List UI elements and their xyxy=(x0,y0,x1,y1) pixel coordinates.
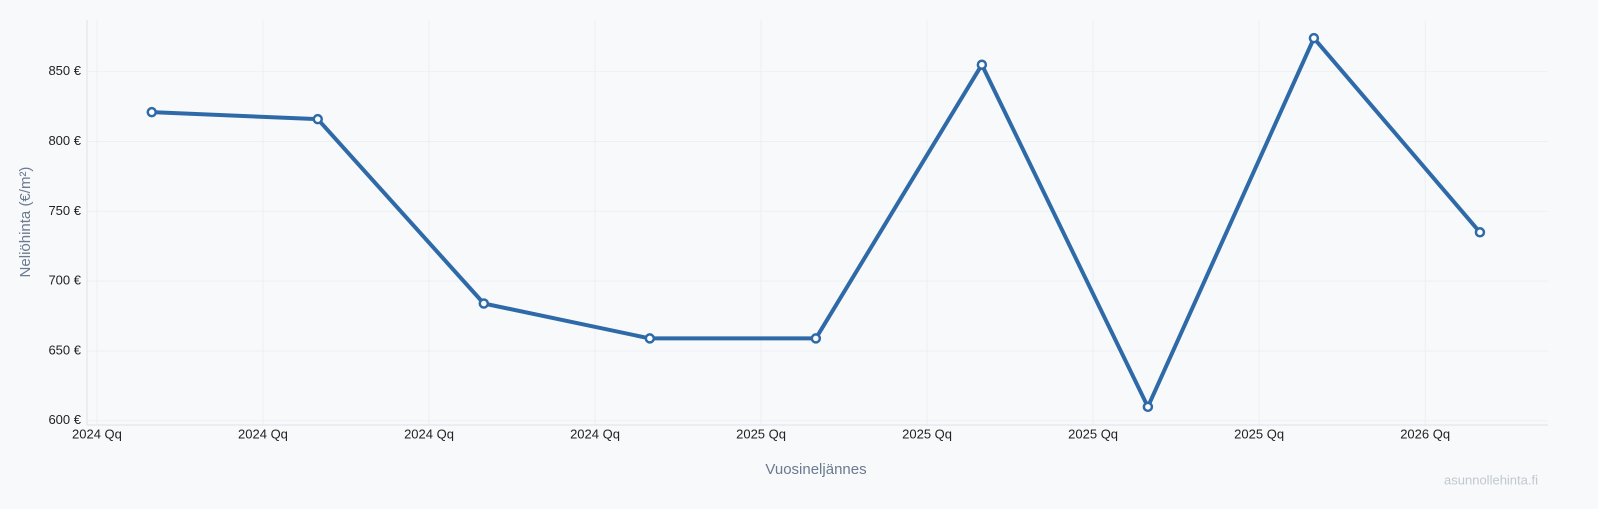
y-tick-label: 650 € xyxy=(48,342,81,357)
point xyxy=(312,113,324,125)
watermark: asunnollehinta.fi xyxy=(1444,472,1538,487)
point xyxy=(1142,401,1154,413)
y-tick-label: 600 € xyxy=(48,412,81,427)
x-tick-label: 2024 Qq xyxy=(404,426,454,441)
point xyxy=(1308,32,1320,44)
x-tick-label: 2025 Qq xyxy=(1234,426,1284,441)
y-axis-title: Neliöhinta (€/m²) xyxy=(17,167,34,278)
x-tick-label: 2024 Qq xyxy=(238,426,288,441)
point xyxy=(976,59,988,70)
x-tick-label: 2025 Qq xyxy=(1068,426,1118,441)
y-tick-label: 850 € xyxy=(48,63,81,78)
point xyxy=(810,333,822,344)
point xyxy=(478,298,490,309)
x-tick-label: 2024 Qq xyxy=(570,426,620,441)
y-tick-label: 750 € xyxy=(48,203,81,218)
x-tick-label: 2026 Qq xyxy=(1400,426,1450,441)
x-tick-label: 2025 Qq xyxy=(902,426,952,441)
y-tick-label: 700 € xyxy=(48,273,81,288)
point xyxy=(1474,227,1486,238)
point xyxy=(644,333,656,344)
x-axis-title: Vuosineljännes xyxy=(765,461,866,478)
x-tick-label: 2024 Qq xyxy=(72,426,122,441)
x-tick-label: 2025 Qq xyxy=(736,426,786,441)
point xyxy=(146,106,157,118)
y-tick-label: 800 € xyxy=(48,133,81,148)
